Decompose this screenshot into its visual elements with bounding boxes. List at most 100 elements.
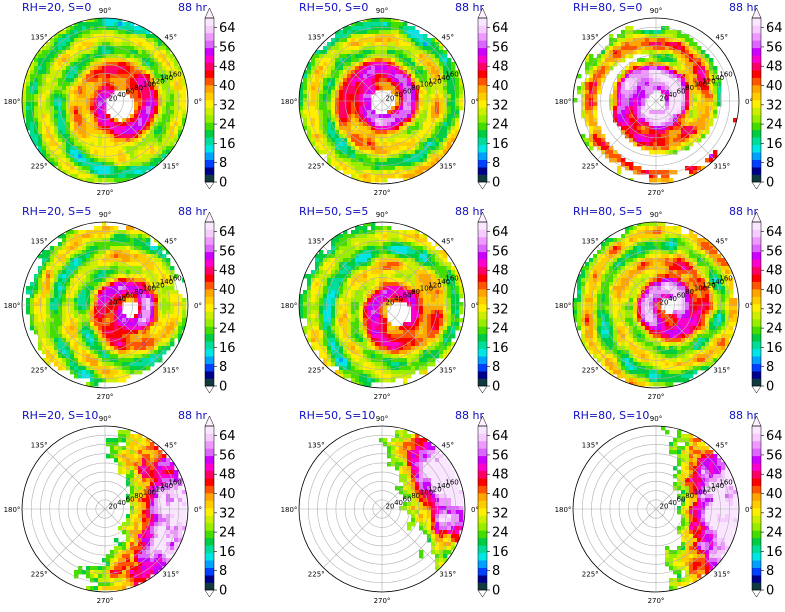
colorbar-segment (752, 174, 761, 183)
angle-tick-label: 45° (442, 442, 454, 450)
angle-tick-label: 135° (582, 34, 599, 42)
angle-tick-label: 315° (713, 366, 730, 374)
colorbar-segment (478, 522, 487, 531)
panel-title: RH=50, S=10 (299, 409, 375, 422)
colorbar-segment (478, 77, 487, 86)
angle-tick-label: 90° (650, 7, 662, 15)
colorbar-extend-min (204, 589, 215, 598)
colorbar-segment (752, 463, 761, 472)
colorbar-tick-label: 48 (492, 264, 509, 279)
colorbar-segment (205, 582, 214, 591)
radial-tick-label: 160 (168, 274, 181, 282)
colorbar-segment (752, 32, 761, 41)
colorbar-segment (205, 266, 214, 275)
colorbar-tick-label: 24 (766, 322, 783, 337)
colorbar-segment (752, 236, 761, 245)
colorbar-tick-label: 0 (766, 584, 774, 599)
colorbar-segment (752, 144, 761, 153)
colorbar-segment (752, 229, 761, 238)
colorbar-segment (205, 70, 214, 78)
colorbar-segment (205, 32, 214, 41)
angle-tick-label: 135° (31, 238, 48, 246)
colorbar-segment (478, 152, 487, 160)
colorbar-segment (752, 259, 761, 268)
radial-tick-label: 100 (143, 285, 156, 293)
radial-tick-label: 40 (394, 499, 403, 507)
colorbar-tick-label: 56 (492, 244, 509, 259)
colorbar-segment (752, 470, 761, 479)
radial-tick-label: 140 (711, 482, 724, 490)
polar-grid (22, 222, 188, 388)
angle-tick-label: 180° (281, 302, 298, 310)
panel-time-label: 88 hr (178, 409, 207, 422)
colorbar-segment (752, 552, 761, 561)
radial-tick-label: 60 (126, 496, 135, 504)
colorbar-segment (752, 77, 761, 86)
polar-axes-frame (572, 17, 740, 185)
colorbar-segment (205, 18, 214, 26)
colorbar-segment (205, 167, 214, 175)
colorbar-tick-label: 56 (766, 244, 783, 259)
colorbar-tick-label: 32 (219, 302, 236, 317)
radial-tick-label: 140 (437, 278, 450, 286)
colorbar-segment (752, 333, 761, 342)
colorbar-segment (752, 55, 761, 64)
colorbar-segment (205, 485, 214, 494)
radial-tick-label: 20 (386, 299, 395, 307)
panel-time-label: 88 hr (729, 205, 758, 218)
angle-tick-label: 270° (97, 393, 114, 401)
colorbar-segment (205, 244, 214, 253)
colorbar-segment (205, 40, 214, 49)
colorbar-tick-label: 0 (492, 380, 500, 395)
angle-tick-label: 225° (31, 366, 48, 374)
colorbar-segment (752, 455, 761, 464)
angle-tick-label: 225° (308, 162, 325, 170)
colorbar-segment (478, 281, 487, 290)
colorbar-segment (478, 144, 487, 153)
colorbar-tick-label: 32 (219, 506, 236, 521)
radial-tick-label: 40 (394, 91, 403, 99)
colorbar-segment (752, 114, 761, 123)
colorbar-segment (205, 508, 214, 516)
colorbar-segment (752, 92, 761, 101)
colorbar-segment (752, 433, 761, 442)
angle-tick-label: 270° (97, 597, 114, 605)
colorbar-tick-label: 8 (766, 564, 774, 579)
colorbar-segment (478, 348, 487, 357)
colorbar-segment (752, 478, 761, 486)
panel-title: RH=50, S=0 (299, 1, 368, 14)
colorbar-segment (205, 174, 214, 183)
colorbar-tick-label: 48 (766, 468, 783, 483)
colorbar-extend-min (477, 385, 488, 394)
radial-tick-label: 140 (437, 74, 450, 82)
radial-tick-label: 20 (109, 95, 118, 103)
radial-tick-label: 140 (160, 74, 173, 82)
colorbar-tick-label: 48 (219, 60, 236, 75)
colorbar: 0 8 16 24 32 40 48 56 64 (751, 211, 783, 395)
colorbar-segment (752, 18, 761, 26)
radial-tick-label: 40 (117, 91, 126, 99)
colorbar-segment (205, 222, 214, 230)
colorbar-segment (205, 85, 214, 93)
angle-tick-label: 225° (582, 366, 599, 374)
radial-tick-label: 40 (668, 295, 677, 303)
colorbar-segment (205, 545, 214, 554)
angle-tick-label: 180° (4, 98, 21, 106)
colorbar-segment (205, 281, 214, 290)
colorbar-segment (752, 567, 761, 576)
colorbar-segment (752, 326, 761, 335)
colorbar-segment (205, 296, 214, 305)
colorbar: 0 8 16 24 32 40 48 56 64 (477, 7, 509, 191)
colorbar-segment (478, 463, 487, 472)
colorbar-tick-label: 24 (492, 322, 509, 337)
colorbar-segment (478, 122, 487, 131)
colorbar: 0 8 16 24 32 40 48 56 64 (477, 211, 509, 395)
colorbar-tick-label: 48 (219, 264, 236, 279)
angle-tick-label: 315° (713, 570, 730, 578)
radial-tick-label: 60 (126, 292, 135, 300)
colorbar-segment (478, 236, 487, 245)
colorbar-segment (205, 92, 214, 101)
colorbar-segment (478, 222, 487, 230)
